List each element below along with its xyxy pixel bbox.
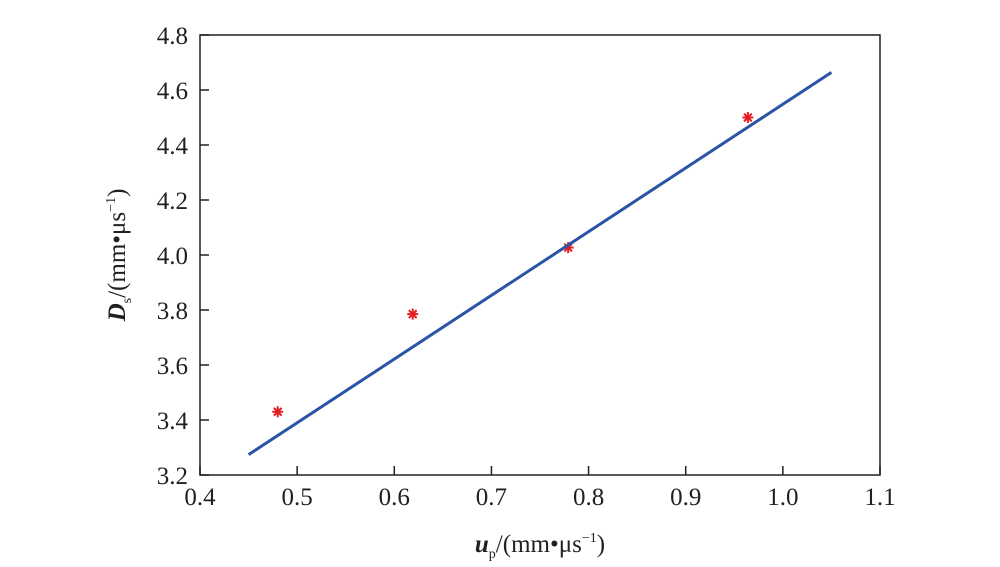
plot-frame xyxy=(199,34,881,476)
x-axis-dot: • xyxy=(550,531,559,558)
asterisk-stroke xyxy=(743,112,753,123)
y-tick-label: 3.2 xyxy=(157,463,188,490)
y-tick-label: 4.2 xyxy=(157,188,188,215)
x-tick-label: 0.8 xyxy=(573,484,604,511)
y-axis-var: D xyxy=(104,303,131,322)
y-axis-sup: −1 xyxy=(104,197,119,212)
y-tick-label: 3.4 xyxy=(157,408,189,435)
y-tick-label: 3.8 xyxy=(157,298,188,325)
y-tick-label: 4.6 xyxy=(157,78,188,105)
y-tick-label: 4.8 xyxy=(157,23,188,50)
x-axis-unit-mid: μs xyxy=(559,531,582,558)
y-axis-label: Ds/(mm•μs−1) xyxy=(104,189,135,323)
x-axis-var: u xyxy=(475,531,489,558)
y-tick-label: 4.0 xyxy=(157,243,188,270)
asterisk-stroke xyxy=(408,309,418,319)
x-axis-sub: p xyxy=(489,547,496,562)
ticks-layer: 0.4 0.5 0.6 0.7 0.8 0.9 1.0 1.1 3.2 3.4 3.6 3.8 4.0 4… xyxy=(157,23,896,511)
y-axis-dot: • xyxy=(104,235,131,244)
x-axis-sup: −1 xyxy=(582,531,597,546)
series-layer xyxy=(247,71,833,456)
x-tick-label: 0.9 xyxy=(670,484,701,511)
x-tick-label: 0.7 xyxy=(476,484,507,511)
data-point-asterisk xyxy=(272,406,284,418)
x-axis-unit-close: ) xyxy=(597,531,605,558)
x-tick-label: 0.6 xyxy=(379,484,410,511)
x-tick-label: 0.5 xyxy=(282,484,313,511)
x-axis-unit-open: /(mm xyxy=(496,531,551,558)
y-axis-unit-open: /(mm xyxy=(104,243,131,298)
asterisk-stroke xyxy=(273,407,283,417)
x-axis-label: up/(mm•μs−1) xyxy=(475,531,605,562)
y-tick-label: 3.6 xyxy=(157,353,188,380)
y-tick-label: 4.4 xyxy=(157,133,189,160)
x-tick-label: 1.1 xyxy=(864,484,895,511)
y-axis-unit-close: ) xyxy=(104,189,131,197)
y-axis-unit-mid: μs xyxy=(104,212,131,235)
fit-line xyxy=(247,71,833,456)
x-tick-label: 0.4 xyxy=(184,484,216,511)
data-point-asterisk xyxy=(407,308,419,320)
x-tick-label: 1.0 xyxy=(767,484,798,511)
data-point-asterisk xyxy=(742,112,754,123)
y-axis-sub: s xyxy=(120,298,135,303)
